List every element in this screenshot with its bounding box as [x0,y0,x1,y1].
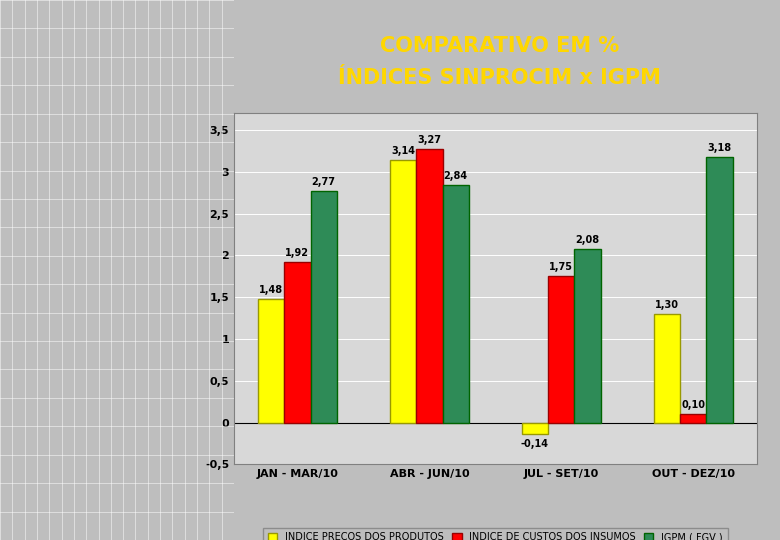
Text: 1,30: 1,30 [655,300,679,310]
Bar [680,414,707,423]
Text: 2,08: 2,08 [576,234,600,245]
Text: ÍNDICES SINPROCIM x IGPM: ÍNDICES SINPROCIM x IGPM [338,68,661,89]
Text: 1,92: 1,92 [285,248,310,258]
Bar [522,423,548,434]
Bar [390,160,416,423]
Text: 2,77: 2,77 [312,177,335,187]
Legend: INDICE PREÇOS DOS PRODUTOS, INDICE DE CUSTOS DOS INSUMOS, IGPM ( FGV ): INDICE PREÇOS DOS PRODUTOS, INDICE DE CU… [263,528,728,540]
Bar [548,276,575,423]
Text: 0,10: 0,10 [681,400,705,410]
Bar [442,185,469,423]
Bar [257,299,284,423]
Text: COMPARATIVO EM %: COMPARATIVO EM % [380,36,619,56]
Text: 1,48: 1,48 [259,285,283,295]
Bar [310,191,337,423]
Bar [284,262,310,423]
Bar [575,249,601,423]
Bar [707,157,733,423]
Text: 1,75: 1,75 [549,262,573,272]
Bar [654,314,680,423]
Bar [416,150,442,423]
Text: 3,18: 3,18 [707,143,732,153]
Text: -0,14: -0,14 [521,440,549,449]
Text: 3,14: 3,14 [391,146,415,156]
Text: 2,84: 2,84 [444,171,468,181]
Text: 3,27: 3,27 [417,135,441,145]
